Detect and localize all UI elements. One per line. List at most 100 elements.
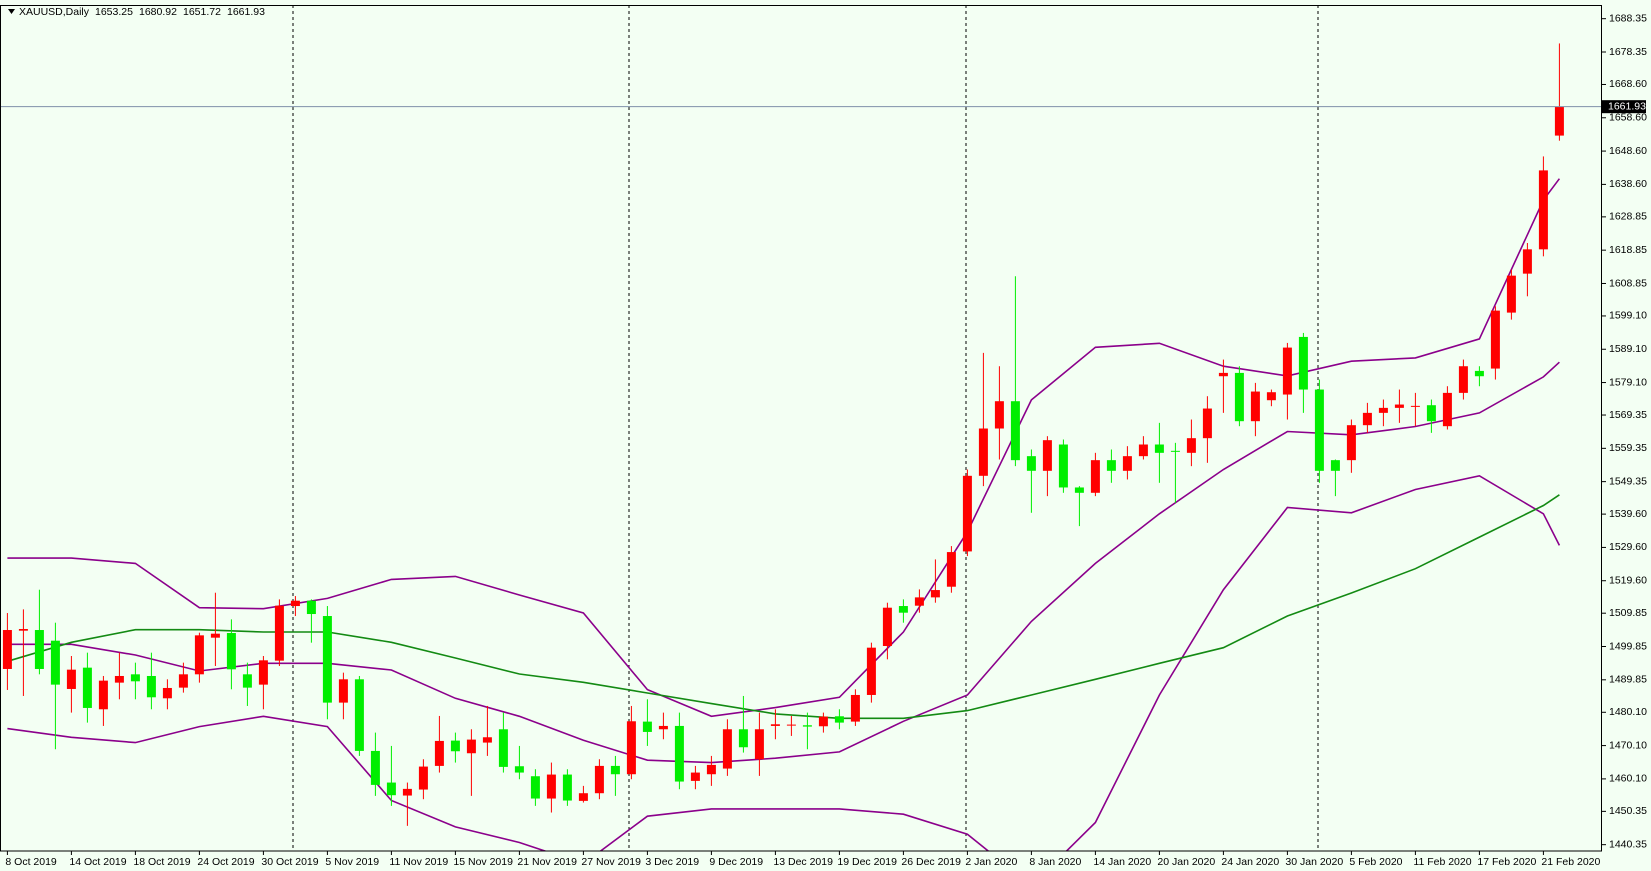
x-tick-label: 13 Dec 2019 xyxy=(773,856,833,868)
candle-body xyxy=(66,669,76,689)
candle-body xyxy=(690,772,700,781)
candle-body xyxy=(1026,456,1036,471)
y-tick-label: 1569.35 xyxy=(1609,409,1647,421)
x-tick-label: 27 Nov 2019 xyxy=(581,856,641,868)
x-tick-label: 11 Feb 2020 xyxy=(1413,856,1471,868)
candle-body xyxy=(1202,408,1212,439)
y-tick-label: 1489.85 xyxy=(1609,674,1647,686)
y-tick-label: 1658.60 xyxy=(1609,112,1647,124)
candle-body xyxy=(1426,405,1436,422)
candle-body xyxy=(1170,450,1180,452)
candle-body xyxy=(1554,106,1564,136)
candle-body xyxy=(706,764,716,775)
candle-body xyxy=(962,475,972,552)
x-tick-label: 17 Feb 2020 xyxy=(1477,856,1536,868)
candle-body xyxy=(1074,487,1084,493)
candle-body xyxy=(354,679,364,751)
candle-body xyxy=(818,716,828,727)
y-tick-label: 1688.35 xyxy=(1609,12,1647,24)
candle-body xyxy=(834,716,844,723)
candle-body xyxy=(1282,347,1292,395)
header-low: 1651.72 xyxy=(183,6,221,18)
candle-body xyxy=(770,724,780,726)
candle-body xyxy=(1090,460,1100,493)
candle-body xyxy=(946,552,956,587)
candle-body xyxy=(610,765,620,775)
candle-body xyxy=(274,605,284,661)
indicator-line xyxy=(7,178,1561,718)
candle-body xyxy=(370,750,380,785)
candle-body xyxy=(1106,460,1116,471)
x-tick-label: 24 Jan 2020 xyxy=(1221,856,1279,868)
x-tick-label: 2 Jan 2020 xyxy=(965,856,1017,868)
x-tick-label: 14 Oct 2019 xyxy=(69,856,126,868)
x-tick-label: 15 Nov 2019 xyxy=(453,856,513,868)
y-tick-label: 1579.10 xyxy=(1609,376,1647,388)
y-tick-label: 1450.35 xyxy=(1609,805,1647,817)
x-tick-label: 19 Dec 2019 xyxy=(837,856,897,868)
candle-body xyxy=(1442,392,1452,427)
candle-body xyxy=(1410,405,1420,407)
candle-body xyxy=(210,633,220,638)
symbol-label: XAUUSD,Daily xyxy=(19,6,90,18)
y-tick-label: 1648.60 xyxy=(1609,145,1647,157)
candle-body xyxy=(386,782,396,796)
candle-body xyxy=(1538,170,1548,250)
candle-body xyxy=(1490,310,1500,369)
candle-body xyxy=(642,721,652,732)
candle-body xyxy=(82,667,92,708)
candle-body xyxy=(1042,440,1052,471)
candle-body xyxy=(802,725,812,727)
candle-body xyxy=(178,674,188,688)
plot-frame xyxy=(0,5,1602,852)
candle-body xyxy=(418,766,428,790)
x-tick-label: 14 Jan 2020 xyxy=(1093,856,1151,868)
x-tick-label: 20 Jan 2020 xyxy=(1157,856,1215,868)
candle-body xyxy=(258,660,268,685)
y-tick-label: 1559.35 xyxy=(1609,442,1647,454)
header-close: 1661.93 xyxy=(227,6,265,18)
header-open: 1653.25 xyxy=(95,6,133,18)
candle-body xyxy=(562,774,572,801)
x-tick-label: 8 Jan 2020 xyxy=(1029,856,1081,868)
y-tick-label: 1668.60 xyxy=(1609,78,1647,90)
candle-body xyxy=(482,737,492,743)
candle-body xyxy=(1458,366,1468,393)
price-label: 1661.93 xyxy=(1608,100,1646,112)
x-tick-label: 26 Dec 2019 xyxy=(901,856,961,868)
y-tick-label: 1509.85 xyxy=(1609,607,1647,619)
candle-body xyxy=(162,687,172,699)
candle-body xyxy=(114,675,124,683)
price-label-box xyxy=(1602,100,1646,114)
candle-body xyxy=(850,694,860,722)
x-tick-label: 21 Nov 2019 xyxy=(517,856,577,868)
candle-body xyxy=(322,616,332,703)
candle-body xyxy=(1298,336,1308,390)
header-high: 1680.92 xyxy=(139,6,177,18)
x-tick-label: 21 Feb 2020 xyxy=(1541,856,1600,868)
y-tick-label: 1678.35 xyxy=(1609,46,1647,58)
candle-body xyxy=(306,600,316,615)
candle-body xyxy=(130,674,140,682)
x-tick-label: 8 Oct 2019 xyxy=(5,856,57,868)
candle-body xyxy=(786,724,796,726)
candle-body xyxy=(290,600,300,607)
y-tick-label: 1499.85 xyxy=(1609,640,1647,652)
candle-body xyxy=(882,607,892,647)
axes: 1688.35 1678.35 1668.60 1658.60 1648.60 1638.… xyxy=(5,12,1647,867)
candle-body xyxy=(146,675,156,698)
x-tick-label: 30 Oct 2019 xyxy=(261,856,318,868)
candle-body xyxy=(50,640,60,685)
candle-body xyxy=(1522,249,1532,274)
y-tick-label: 1618.85 xyxy=(1609,244,1647,256)
y-tick-label: 1599.10 xyxy=(1609,310,1647,322)
x-tick-label: 24 Oct 2019 xyxy=(197,856,254,868)
candle-body xyxy=(434,740,444,766)
candle-body xyxy=(578,793,588,801)
y-tick-label: 1460.10 xyxy=(1609,773,1647,785)
x-tick-label: 18 Oct 2019 xyxy=(133,856,190,868)
y-tick-label: 1529.60 xyxy=(1609,541,1647,553)
y-tick-label: 1608.85 xyxy=(1609,277,1647,289)
